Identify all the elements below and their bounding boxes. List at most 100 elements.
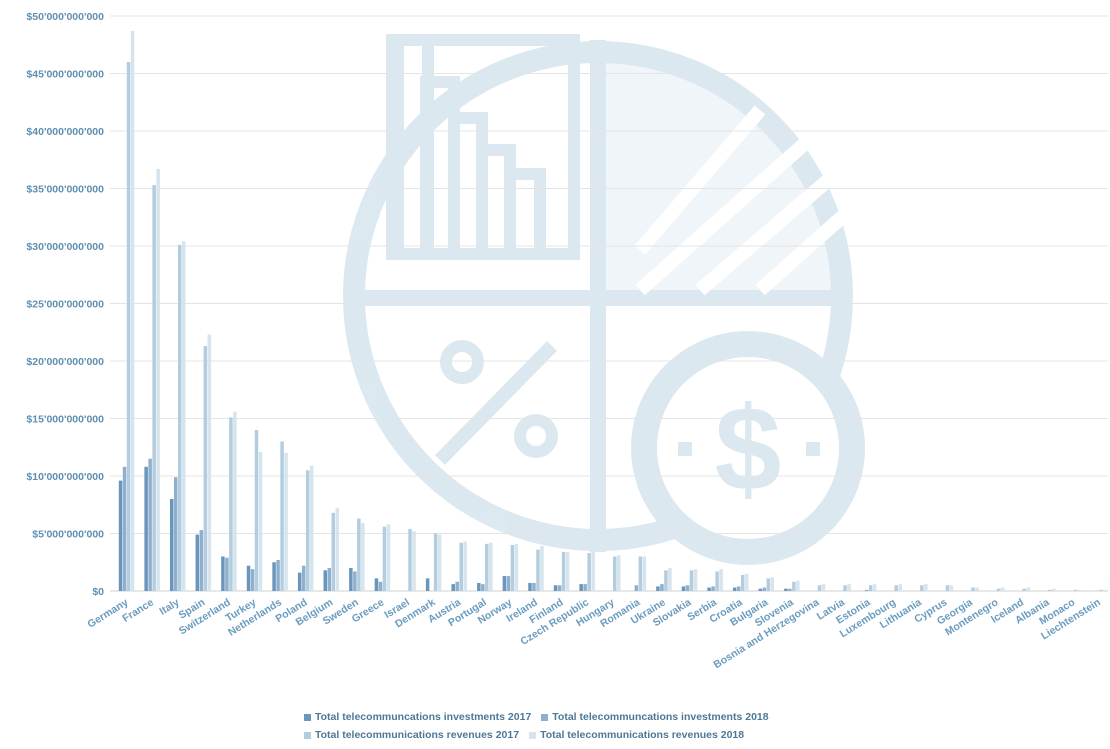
bar [579,584,583,591]
bar [331,512,336,591]
bar [455,581,459,591]
bar [301,565,306,591]
bar [792,581,796,591]
bar [506,576,511,591]
bar [305,470,310,591]
bar [693,569,698,591]
bar [664,570,668,591]
bar [323,570,328,591]
y-tick-label: $5'000'000'000 [32,529,104,541]
bar [540,546,544,591]
bar [715,571,719,591]
bar [169,499,174,591]
y-tick-label: $50'000'000'000 [26,11,104,23]
legend-swatch [304,731,311,739]
bar [894,585,898,591]
bar [971,587,975,591]
bar [532,582,536,591]
bar [177,244,182,591]
bar [1077,589,1082,591]
bar [477,582,481,591]
bar [327,568,332,591]
bar [868,585,873,591]
y-tick-label: $25'000'000'000 [26,299,104,311]
bar [1099,589,1103,591]
bar [762,587,767,591]
bar [276,559,280,591]
y-axis: $0 $5'000'000'000 $10'000'000'000 $15'000'0… [26,11,104,598]
bar [361,523,365,591]
bar [975,587,979,591]
bar [920,585,924,591]
bar [254,430,259,591]
bar [386,524,391,591]
bar [221,556,225,591]
bar [770,577,775,591]
finance-pie-chart-dollar-percent-icon: $ [343,34,865,565]
bar [297,572,302,591]
bar [207,334,212,591]
y-tick-label: $15'000'000'000 [26,414,104,426]
bar [707,587,711,591]
legend-item-revenues-2017: Total telecommunications revenues 2017 [304,729,519,741]
bar [433,533,438,591]
bar [740,574,745,591]
bar [1048,589,1052,591]
bar [126,62,131,591]
bar [144,466,148,591]
bar [374,578,379,591]
bar [613,556,617,591]
bar [732,587,737,591]
bar [744,573,749,591]
bar [357,518,361,591]
bar [250,569,255,591]
bar [514,543,519,591]
legend-swatch [529,731,537,739]
bar [864,589,869,591]
bar [459,542,463,591]
bar [1022,588,1026,591]
bar [335,508,340,591]
bar [847,584,851,591]
bar [660,584,664,591]
bar [553,585,558,591]
bar [463,541,467,591]
bar [872,584,877,591]
bar [349,568,353,591]
bar [996,588,1001,591]
bar [843,585,847,591]
bar [784,588,788,591]
bar [668,568,672,591]
bar [203,346,208,591]
legend-swatch [541,713,549,721]
bar [229,417,233,591]
bar [561,551,566,591]
bar [638,556,643,591]
bar [642,556,647,591]
bar [689,570,694,591]
bar [719,569,723,591]
bar [258,451,263,591]
bar [408,528,412,591]
legend-swatch [304,713,311,721]
bar [766,578,771,591]
bar [130,30,135,591]
bar [591,551,595,591]
bar [1052,588,1056,591]
bar [634,585,639,591]
bar [949,585,954,591]
bar [309,465,314,591]
bar [199,530,204,591]
bar [617,555,621,591]
legend-item-investments-2018: Total telecommuncations investments 2018 [541,711,769,723]
bar [195,534,200,591]
bar [536,549,540,591]
svg-text:$: $ [715,382,782,516]
bar [233,411,237,591]
bar [152,185,156,592]
bar [272,562,276,591]
bar [382,526,387,591]
legend-item-revenues-2018: Total telecommunications revenues 2018 [529,729,744,741]
bar [489,542,493,591]
